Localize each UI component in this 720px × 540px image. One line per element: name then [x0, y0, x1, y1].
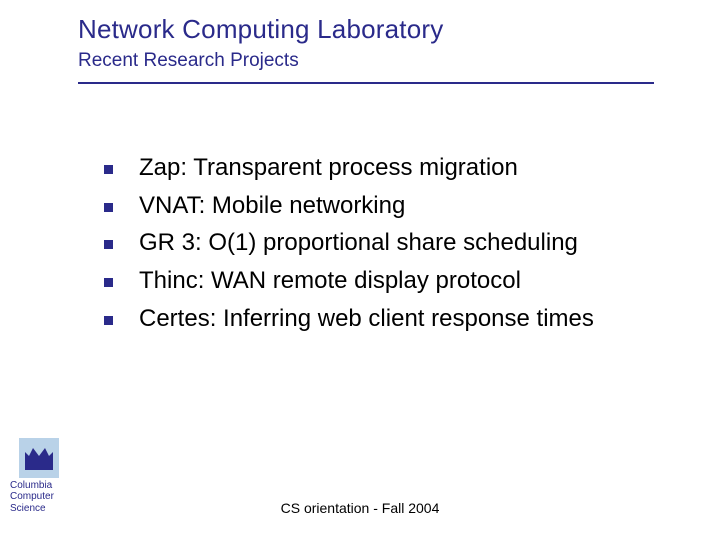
list-item: Zap: Transparent process migration [104, 152, 690, 184]
list-item: Thinc: WAN remote display protocol [104, 265, 690, 297]
bullet-text: VNAT: Mobile networking [139, 190, 405, 222]
logo-line: Science [10, 503, 54, 515]
bullet-square-icon [104, 240, 113, 249]
bullet-list: Zap: Transparent process migration VNAT:… [104, 152, 690, 340]
slide-footer: CS orientation - Fall 2004 [0, 500, 720, 516]
list-item: Certes: Inferring web client response ti… [104, 303, 690, 335]
logo-text: Columbia Computer Science [10, 480, 54, 515]
bullet-square-icon [104, 316, 113, 325]
bullet-square-icon [104, 278, 113, 287]
bullet-text: Zap: Transparent process migration [139, 152, 518, 184]
institution-logo: Columbia Computer Science [8, 438, 70, 515]
list-item: GR 3: O(1) proportional share scheduling [104, 227, 690, 259]
bullet-text: Certes: Inferring web client response ti… [139, 303, 594, 335]
logo-line: Computer [10, 491, 54, 503]
divider-rule [78, 82, 654, 84]
list-item: VNAT: Mobile networking [104, 190, 690, 222]
bullet-text: Thinc: WAN remote display protocol [139, 265, 521, 297]
slide-title: Network Computing Laboratory [78, 14, 443, 45]
slide-subtitle: Recent Research Projects [78, 50, 299, 72]
bullet-square-icon [104, 165, 113, 174]
bullet-square-icon [104, 203, 113, 212]
crown-icon [19, 438, 59, 478]
bullet-text: GR 3: O(1) proportional share scheduling [139, 227, 578, 259]
logo-line: Columbia [10, 480, 54, 492]
slide: Network Computing Laboratory Recent Rese… [0, 0, 720, 540]
